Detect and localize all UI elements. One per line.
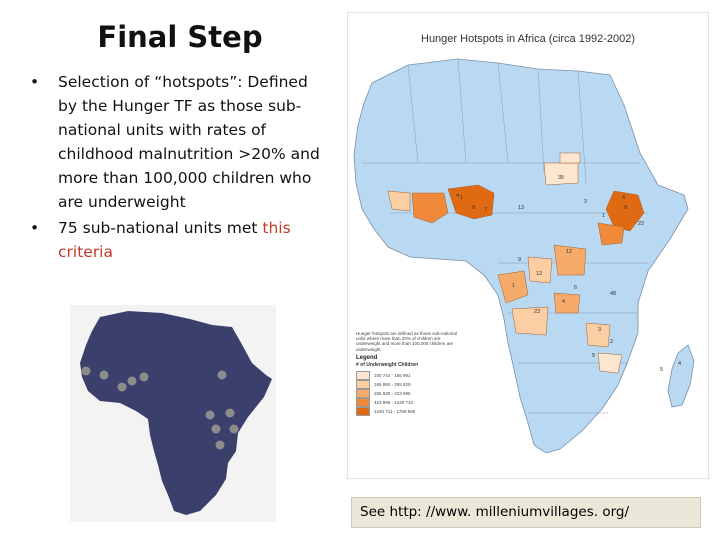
village-dot xyxy=(117,382,127,392)
region-number: 1 xyxy=(460,195,463,201)
village-dot xyxy=(99,370,109,380)
hotspot-regions xyxy=(387,152,645,374)
hotspot-region xyxy=(511,306,549,336)
bullet-text: 75 sub-national units met xyxy=(58,219,263,237)
hotspot-region xyxy=(543,162,579,186)
region-number: 6 xyxy=(574,285,577,291)
africa-silhouette-map xyxy=(80,311,272,515)
legend-swatch xyxy=(356,407,370,417)
legend-row: 1240 711 - 1709 590 xyxy=(356,407,466,417)
region-number: 35 xyxy=(558,175,564,181)
village-dot xyxy=(217,370,227,380)
legend-row: 100 744 - 165 991 xyxy=(356,371,466,381)
village-dot xyxy=(211,424,221,434)
region-number: 23 xyxy=(534,309,540,315)
legend-swatch xyxy=(356,380,370,390)
legend-rows: 100 744 - 165 991 165 992 - 255 929 255 93… xyxy=(356,371,466,417)
legend-label: 255 930 - 423 995 xyxy=(374,391,411,397)
millennium-villages-map xyxy=(70,305,276,522)
africa-hotspots-svg: 35 1 13 9 7 4 3 4 9 1 12 22 9 12 1 6 4 48 23 3 2 5 5 4 xyxy=(353,58,695,454)
village-dot xyxy=(205,410,215,420)
bullet-marker: • xyxy=(30,73,40,91)
legend-title: Legend xyxy=(356,354,378,361)
village-dot xyxy=(215,440,225,450)
legend-label: 423 996 - 1240 710 xyxy=(374,400,414,406)
legend-row: 165 992 - 255 929 xyxy=(356,380,466,390)
madagascar-land xyxy=(667,344,695,408)
hotspot-region xyxy=(527,256,553,284)
region-number: 12 xyxy=(566,249,572,255)
region-number: 48 xyxy=(610,291,616,297)
hotspot-region xyxy=(559,152,581,164)
region-number: 4 xyxy=(562,299,565,305)
hotspot-region xyxy=(585,322,611,348)
village-dot xyxy=(81,366,91,376)
region-number: 22 xyxy=(638,221,644,227)
bullet-marker: • xyxy=(30,219,40,237)
region-number: 9 xyxy=(518,257,521,263)
bullet-list: • Selection of “hotspots”: Defined by th… xyxy=(30,70,320,266)
hotspot-region xyxy=(597,222,625,246)
hotspot-region xyxy=(497,270,529,304)
legend-note: Hunger hotspots are defined as those sub… xyxy=(356,331,457,352)
region-number: 13 xyxy=(518,205,524,211)
legend-label: 1240 711 - 1709 590 xyxy=(374,409,416,415)
village-dot xyxy=(229,424,239,434)
legend-row: 423 996 - 1240 710 xyxy=(356,398,466,408)
village-dot xyxy=(225,408,235,418)
map-title: Hunger Hotspots in Africa (circa 1992-20… xyxy=(421,33,635,45)
legend-subtitle: # of Underweight Children xyxy=(356,362,419,369)
africa-landmass xyxy=(80,311,272,515)
region-number: 9 xyxy=(472,205,475,211)
region-number: 5 xyxy=(660,367,663,373)
hotspot-region xyxy=(387,190,411,212)
bullet-item: • 75 sub-national units met this criteri… xyxy=(30,216,320,264)
region-number: 1 xyxy=(512,283,515,289)
bullet-item: • Selection of “hotspots”: Defined by th… xyxy=(30,70,320,214)
region-number-labels: 35 1 13 9 7 4 3 4 9 1 12 22 9 12 1 6 4 48 23 3 2 5 5 4 xyxy=(456,175,681,373)
legend-row: 255 930 - 423 995 xyxy=(356,389,466,399)
hotspot-region xyxy=(597,352,623,374)
region-number: 4 xyxy=(678,361,681,367)
hotspot-region xyxy=(447,184,495,220)
hotspot-region xyxy=(553,244,587,276)
region-number: 3 xyxy=(584,199,587,205)
region-number: 5 xyxy=(592,353,595,359)
map-legend: Hunger hotspots are defined as those sub… xyxy=(356,331,466,417)
region-number: 2 xyxy=(610,339,613,345)
region-number: 12 xyxy=(536,271,542,277)
bullet-highlight-text: this criteria xyxy=(58,219,291,261)
village-dot xyxy=(127,376,137,386)
region-number: 7 xyxy=(484,207,487,213)
reference-link-box[interactable]: See http: //www. milleniumvillages. org/ xyxy=(351,497,701,528)
village-dot xyxy=(139,372,149,382)
legend-label: 100 744 - 165 991 xyxy=(374,373,411,379)
region-number: 4 xyxy=(456,193,459,199)
region-number: 4 xyxy=(622,195,625,201)
legend-label: 165 992 - 255 929 xyxy=(374,382,411,388)
legend-swatch xyxy=(356,371,370,381)
region-number: 1 xyxy=(602,213,605,219)
hotspot-region xyxy=(605,190,645,232)
hunger-hotspots-map: 35 1 13 9 7 4 3 4 9 1 12 22 9 12 1 6 4 48 23 3 2 5 5 4 Hunger H… xyxy=(347,12,709,479)
bullet-text: Selection of “hotspots”: Defined by the … xyxy=(58,73,320,211)
slide-title: Final Step xyxy=(97,20,263,54)
legend-swatch xyxy=(356,389,370,399)
legend-swatch xyxy=(356,398,370,408)
region-number: 9 xyxy=(624,205,627,211)
region-number: 3 xyxy=(598,327,601,333)
hotspot-region xyxy=(553,292,581,314)
hotspot-region xyxy=(411,192,449,224)
